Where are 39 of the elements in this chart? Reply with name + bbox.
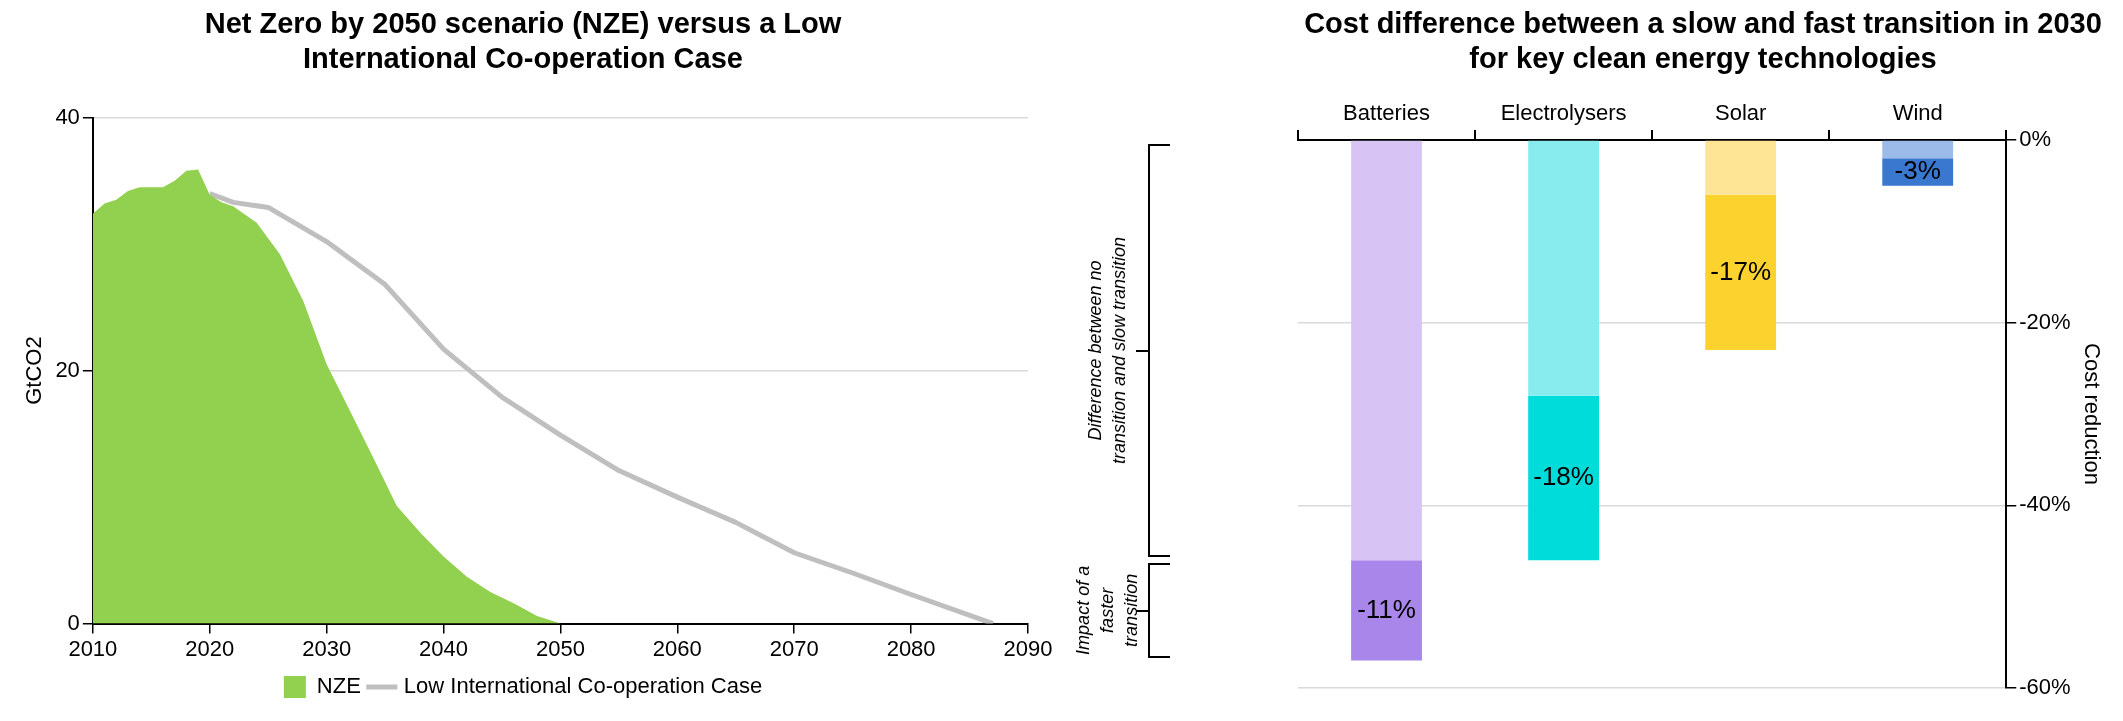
bar xyxy=(1528,395,1599,561)
y-tick-label: 0 xyxy=(67,609,80,635)
x-tick-label: 2080 xyxy=(886,635,936,661)
y2-tick-label: 0% xyxy=(2019,126,2052,152)
y-tick-label: 20 xyxy=(55,356,80,382)
legend-label: NZE xyxy=(316,673,361,699)
x-tick-label: 2070 xyxy=(769,635,819,661)
x-tick-label: 2090 xyxy=(1003,635,1053,661)
x-tick-label: Batteries xyxy=(1343,99,1430,125)
x-tick-label: Solar xyxy=(1714,99,1767,125)
y2-tick-label: -40% xyxy=(2019,491,2071,517)
data-label: -17% xyxy=(1710,255,1771,286)
bar xyxy=(1528,140,1599,396)
bar xyxy=(1705,140,1777,195)
bar xyxy=(1351,560,1422,661)
y2-tick-label: -60% xyxy=(2019,674,2071,700)
bar xyxy=(1705,194,1777,351)
y2-axis-title: Cost reduction xyxy=(2079,343,2105,485)
y-tick-label: 40 xyxy=(55,103,80,129)
x-tick-label: 2010 xyxy=(68,635,118,661)
x-tick-label: Electrolysers xyxy=(1500,99,1627,125)
x-tick-label: 2060 xyxy=(652,635,702,661)
legend-label: Low International Co-operation Case xyxy=(403,673,763,699)
x-tick-label: 2050 xyxy=(535,635,585,661)
data-label: -3% xyxy=(1894,155,1941,186)
data-label: -11% xyxy=(1357,593,1416,624)
x-tick-label: Wind xyxy=(1892,99,1943,125)
chart-title: Cost difference between a slow and fast transition in 2030 for key clean energy technologies xyxy=(1304,7,2102,75)
x-tick-label: 2030 xyxy=(302,635,352,661)
bar xyxy=(1882,140,1954,159)
x-tick-label: 2040 xyxy=(419,635,469,661)
y2-tick-label: -20% xyxy=(2019,308,2071,334)
chart-title: Net Zero by 2050 scenario (NZE) versus a Low International Co-operation Case xyxy=(204,7,842,75)
bar xyxy=(1351,140,1422,561)
y-axis-title: GtCO2 xyxy=(21,336,47,405)
text: Impact of a faster transition xyxy=(1073,565,1141,655)
x-tick-label: 2020 xyxy=(185,635,235,661)
data-label: -18% xyxy=(1533,461,1594,492)
text: Difference between no transition and slow transition xyxy=(1085,236,1129,464)
